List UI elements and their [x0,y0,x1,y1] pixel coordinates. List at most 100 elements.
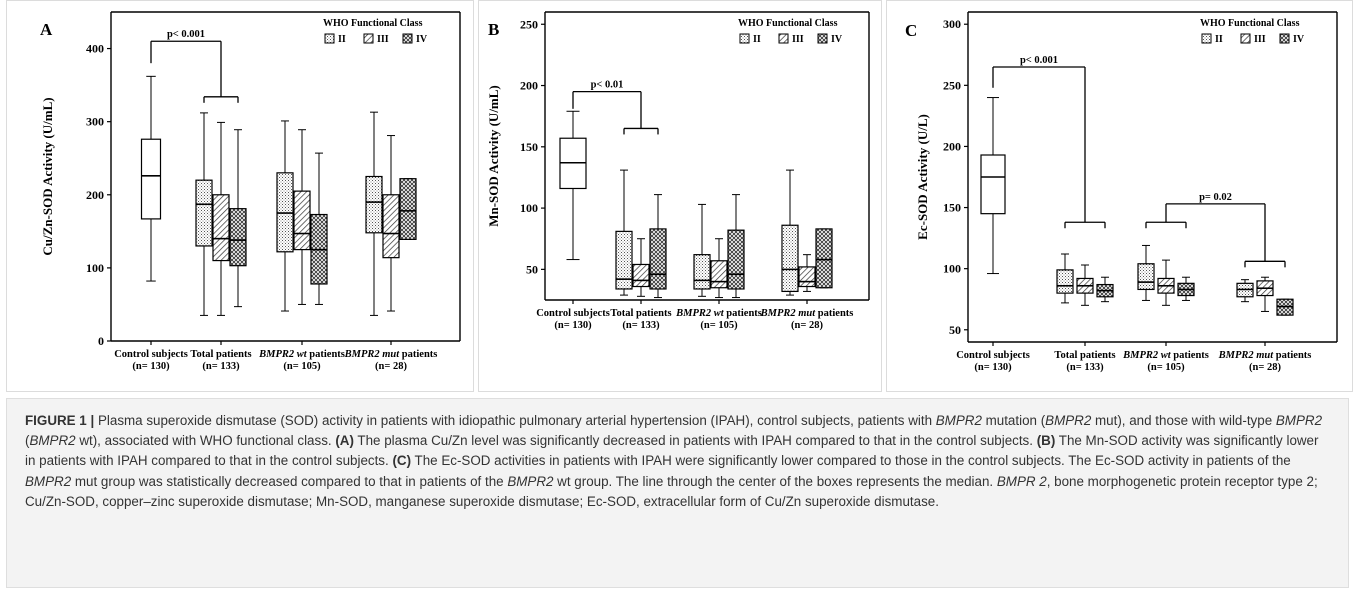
box-iv [1177,276,1195,301]
x-tick-sublabel: (n= 133) [1066,362,1104,373]
box-iqr [229,208,247,267]
caption-text-segment: BMPR2 [1275,413,1323,428]
legend-item-label: III [1254,34,1266,45]
x-tick-sublabel: (n= 28) [375,361,407,372]
x-tick-sublabel: (n= 28) [791,320,823,331]
box-iv [727,194,745,299]
box-ii [365,111,383,316]
p-value-label: p= 0.02 [1199,192,1232,203]
x-tick-label-italic: BMPR2 mut [344,349,401,360]
x-tick-label: Control subjects [956,350,1030,361]
caption-text-segment: wt group. The line through the center of… [553,473,997,489]
chart-panel-c: C 50 100 150 200 250 300 Ec-SOD Activity (U/L) C… [905,11,1338,373]
box-iv [1276,298,1294,316]
x-tick-label: BMPR2 wt patients [675,308,762,319]
p-value-label: p< 0.001 [1020,55,1058,66]
x-tick-sublabel: (n= 130) [132,361,170,372]
caption-text-segment: The plasma Cu/Zn level was significantly… [353,433,1037,449]
y-tick-label: 150 [520,140,538,154]
box-iqr [195,179,213,247]
y-tick-label: 200 [86,188,104,202]
panel-label: B [488,20,499,39]
box-ii [615,169,633,296]
y-tick-label: 200 [520,79,538,93]
box-iqr [293,190,311,251]
box-iqr [980,154,1006,215]
x-tick-label: Total patients [610,308,671,319]
box-ii [693,203,711,297]
box-iii [632,238,650,297]
caption-text-segment: mut group was statistically decreased co… [71,473,508,489]
box-iii [293,129,311,305]
legend-swatch [402,33,413,44]
x-tick-label: BMPR2 mut patients [344,349,438,360]
x-tick-sublabel: (n= 105) [700,320,738,331]
x-tick-label-italic: BMPR2 mut [1218,350,1275,361]
box-iii [1076,264,1094,306]
y-tick-label: 100 [520,201,538,215]
box-iv [1096,276,1114,303]
legend-item-label: II [753,34,761,45]
legend-item-label: IV [831,34,843,45]
box-iv [815,228,833,289]
legend-swatch [1240,33,1251,44]
x-tick-label-italic: BMPR2 mut [760,308,817,319]
x-tick-label: Total patients [1054,350,1115,361]
caption-text-segment: BMPR2 [1045,413,1092,428]
caption-text-segment: Plasma superoxide dismutase (SOD) activi… [97,413,936,428]
legend-swatch [739,33,750,44]
caption-text-segment: , bone morphogenetic protein receptor ty… [25,473,1318,509]
y-tick-label: 250 [943,78,961,92]
chart-panel-a: A 0 100 200 300 400 Cu/Zn-SOD Activity (U/mL) C… [40,11,461,372]
legend-item-label: IV [1293,34,1305,45]
x-tick-label-rest: patients [399,349,437,360]
legend-swatch [778,33,789,44]
x-tick-label: BMPR2 mut patients [1218,350,1312,361]
panel-label: A [40,20,53,39]
caption-text-segment: The Ec-SOD activities in patients with I… [411,453,1291,469]
caption-text-segment: BMPR2 [935,413,982,428]
caption-text-segment: mutation ( [981,413,1046,428]
box-iii [1256,276,1274,312]
y-tick-label: 50 [526,262,538,276]
caption-text-segment: mut), and those with wild-type [1091,413,1276,428]
box-iqr [710,260,728,289]
box-control [980,97,1006,275]
figure-charts: A 0 100 200 300 400 Cu/Zn-SOD Activity (U/mL) C… [40,11,1338,373]
panel-label: C [905,21,917,40]
caption-text-segment: (A) [335,433,354,449]
caption-text-segment: BMPR2 [507,473,554,489]
x-tick-label: BMPR2 wt patients [1122,350,1209,361]
box-iqr [815,228,833,289]
box-iv [649,194,667,299]
x-tick-label-rest: patients [815,308,853,319]
figure-caption: FIGURE 1 | Plasma superoxide dismutase (… [6,398,1349,588]
caption-text-segment: BMPR 2 [996,473,1047,489]
legend-item-label: II [1215,34,1223,45]
x-tick-label-rest: patients [1171,350,1209,361]
panel-c-frame [886,0,1353,392]
significance-bracket: p< 0.01 [572,80,659,135]
legend-title: WHO Functional Class [1200,18,1300,29]
y-tick-label: 200 [943,139,961,153]
x-tick-sublabel: (n= 130) [974,362,1012,373]
box-iii [382,135,400,312]
y-tick-label: 100 [86,261,104,275]
y-tick-label: 300 [86,115,104,129]
box-iii [710,238,728,299]
box-ii [781,169,799,296]
caption-label: FIGURE 1 | [25,413,95,428]
legend-swatch [363,33,374,44]
y-tick-label: 100 [943,262,961,276]
box-iqr [649,228,667,290]
x-tick-label-italic: BMPR2 wt [675,308,725,319]
x-tick-label-italic: BMPR2 wt [258,349,308,360]
x-tick-label-italic: BMPR2 wt [1122,350,1172,361]
caption-text-segment: (C) [392,453,412,469]
box-iqr [212,194,230,262]
x-tick-sublabel: (n= 105) [283,361,321,372]
legend-swatch [817,33,828,44]
legend-item-label: II [338,34,346,45]
